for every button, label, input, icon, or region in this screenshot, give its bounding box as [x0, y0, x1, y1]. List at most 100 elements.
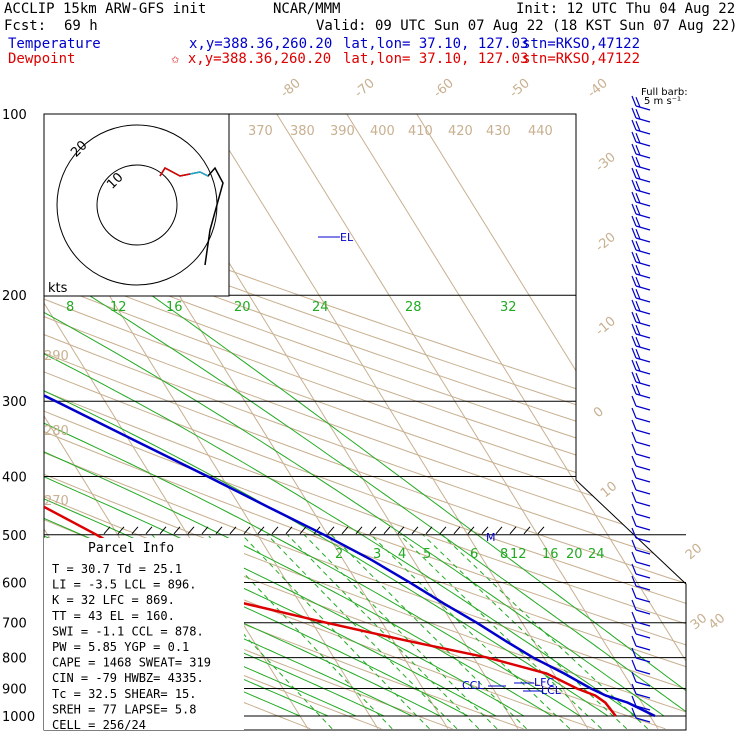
freezing-hatch	[341, 526, 349, 535]
freezing-hatch	[523, 526, 531, 535]
wind-barb-flag	[635, 324, 641, 336]
theta-label: 440	[528, 124, 553, 139]
wind-barb-flag	[631, 467, 637, 479]
isotherm-label: 10	[598, 479, 620, 501]
wind-barb-flag	[631, 587, 637, 599]
isotherm-label: -70	[352, 76, 378, 101]
wind-barb-staff	[635, 381, 651, 387]
theta-label: 280	[44, 424, 69, 439]
wind-barb-staff	[635, 477, 651, 483]
wind-barb	[631, 203, 651, 219]
el-marker-label: EL	[340, 231, 354, 244]
dry-adiabat-line	[44, 114, 686, 730]
wind-barb-staff	[635, 393, 651, 399]
wind-barb-staff	[635, 453, 651, 459]
wind-barb-flag	[631, 191, 637, 203]
wind-barb-flag	[631, 431, 637, 443]
dewpoint-profile	[44, 114, 617, 717]
fcst-value: 69 h	[64, 18, 98, 34]
parcel-info-row: LI = -3.5 LCL = 896.	[52, 578, 197, 592]
lfc-marker-label: LFC	[534, 676, 554, 689]
wind-barb-flag	[631, 551, 637, 563]
wind-barb-flag	[631, 683, 637, 695]
wind-barb-flag	[631, 287, 637, 299]
wind-barb-flag	[631, 623, 637, 635]
wind-barb-flag	[631, 575, 637, 587]
isotherm-label: -40	[585, 76, 611, 101]
hodograph-box	[43, 113, 230, 297]
parcel-info-row: Tc = 32.5 SHEAR= 15.	[52, 687, 197, 701]
theta-label: 410	[408, 124, 433, 139]
wind-barb-staff	[635, 249, 651, 255]
theta-label: 270	[44, 494, 69, 509]
wind-barb-staff	[635, 333, 651, 339]
wind-barb-flag	[635, 192, 641, 204]
wind-barb	[631, 179, 651, 195]
wind-barb	[631, 263, 651, 279]
lcl-marker-label: LCL	[541, 684, 562, 697]
wind-barb	[631, 515, 651, 531]
wind-barb	[631, 323, 651, 339]
parcel-info-box	[44, 538, 244, 730]
wind-barb-flag	[635, 252, 641, 264]
freezing-hatch	[187, 526, 195, 535]
dry-adiabat-line	[44, 114, 382, 730]
wind-barb-staff	[635, 585, 651, 591]
wind-barb	[631, 539, 651, 555]
wind-barb	[631, 227, 651, 243]
dewpoint-xy: ✩ x,y=388.36,260.20	[171, 51, 332, 67]
wind-barb-flag	[631, 563, 637, 575]
hodograph-units: kts	[48, 281, 68, 296]
freezing-hatch	[103, 526, 111, 535]
freezing-hatch	[215, 526, 223, 535]
wind-barb	[631, 95, 651, 111]
barb-key-units: 5 m s⁻¹	[644, 96, 681, 107]
freezing-hatch	[173, 526, 181, 535]
wind-barb-flag	[631, 455, 637, 467]
isotherm-line	[259, 114, 659, 730]
wind-barb-staff	[635, 549, 651, 555]
wind-barb-staff	[635, 237, 651, 243]
freezing-hatch	[439, 526, 447, 535]
wind-barb-staff	[635, 273, 651, 279]
hodograph-trace-low	[159, 167, 191, 177]
wind-barb	[631, 467, 651, 483]
temperature-xy: x,y=388.36,260.20	[189, 36, 333, 52]
wind-barb-flag	[635, 120, 641, 132]
wind-barb	[631, 419, 651, 435]
wind-barb-staff	[635, 597, 651, 603]
pressure-tick-label: 700	[2, 617, 27, 632]
wind-barb-staff	[635, 705, 651, 711]
freezing-hatch	[481, 526, 489, 535]
wind-barb-staff	[635, 153, 651, 159]
freezing-hatch	[411, 526, 419, 535]
dry-adiabat-line	[44, 114, 686, 730]
wind-barb-flag	[631, 299, 637, 311]
wind-barb-flag	[631, 311, 637, 323]
mixing-label: 16	[166, 300, 183, 315]
wind-barb	[631, 143, 651, 159]
wind-barb-flag	[635, 372, 641, 384]
mixing-label: 3	[373, 547, 381, 562]
wind-barb-flag	[635, 336, 641, 348]
freezing-hatch	[131, 526, 139, 535]
wind-barb-flag	[635, 264, 641, 276]
wind-barb-flag	[631, 119, 637, 131]
pressure-tick-label: 100	[2, 108, 27, 123]
wind-barb-staff	[635, 297, 651, 303]
wind-barb-staff	[635, 657, 651, 663]
wind-barb	[631, 191, 651, 207]
wind-barb-staff	[635, 261, 651, 267]
wind-barb-flag	[631, 383, 637, 395]
freezing-hatch	[509, 526, 517, 535]
freezing-hatch	[467, 526, 475, 535]
wind-barb	[631, 167, 651, 183]
wind-barb-flag	[635, 144, 641, 156]
mixing-label: 16	[542, 547, 559, 562]
moist-adiabat-line	[44, 114, 665, 717]
wind-barb-flag	[631, 275, 637, 287]
wind-barb-flag	[635, 168, 641, 180]
wind-barb-staff	[635, 129, 651, 135]
freezing-hatch	[355, 526, 363, 535]
wind-barb-flag	[631, 155, 637, 167]
